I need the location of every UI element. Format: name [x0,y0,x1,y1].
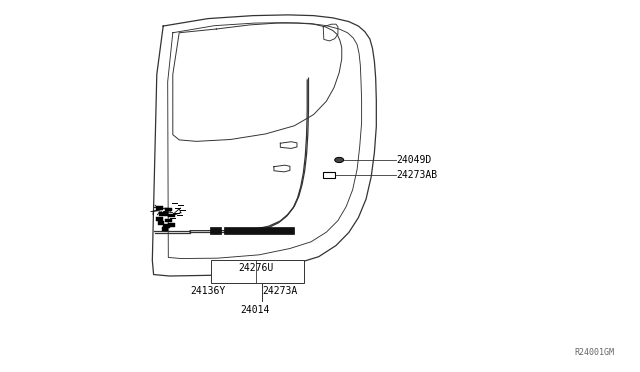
Text: 24049D: 24049D [397,155,432,165]
Bar [168,223,175,227]
Bar [224,227,294,234]
Text: 24014: 24014 [240,305,269,315]
Text: 24273A: 24273A [262,286,298,296]
Bar [211,260,304,283]
Text: R24001GM: R24001GM [575,348,614,357]
Bar [159,212,168,216]
Bar [165,219,172,222]
Bar [163,224,170,228]
Text: 24136Y: 24136Y [191,286,226,296]
Bar [158,221,164,225]
Bar [162,227,168,231]
Bar [156,206,163,210]
Text: 24276U: 24276U [238,263,274,273]
Bar [323,172,335,178]
Bar [168,214,175,217]
Bar [156,217,163,221]
Bar [210,227,221,234]
Bar [165,208,172,211]
Circle shape [335,157,344,163]
Text: 24273AB: 24273AB [397,170,438,180]
